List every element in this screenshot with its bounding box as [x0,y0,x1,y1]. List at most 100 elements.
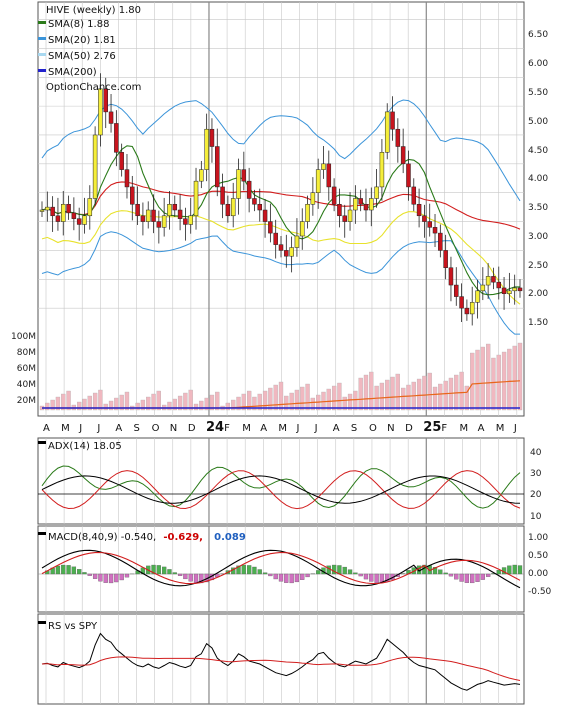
indicator-lines [41,99,521,335]
macd-histogram-bar [289,573,294,584]
candle-body [82,215,87,225]
macd-histogram-bar [517,565,523,575]
x-tick-label: J [96,423,100,434]
volume-bar [416,378,422,411]
macd-histogram-bar [252,566,257,575]
volume-bar [172,398,177,411]
macd-histogram-bar [496,570,501,575]
candle-body [45,206,50,211]
macd-histogram-bar [358,573,363,577]
macd-histogram-bar [92,573,98,579]
volume-bar [284,395,289,411]
macd-histogram-bar [374,573,379,583]
x-tick-label: J [314,423,318,434]
macd-histogram-bar [124,573,130,578]
macd-histogram-bar [151,564,156,575]
macd-histogram-bar [316,570,321,575]
volume-bar [470,352,475,411]
macd-panel [37,525,525,613]
candle-body [512,287,517,292]
candle-body [491,276,496,283]
adx-swatch [38,441,46,444]
candle-body [305,203,310,222]
candle-body [236,169,241,199]
x-tick-label: F [224,423,230,434]
volume-bar [257,393,262,411]
volume-bar [204,397,209,411]
volume-bar [45,402,50,411]
volume-bar [215,391,220,411]
candle-body [92,134,98,199]
candle-body [98,88,103,136]
legend-swatch-sma50 [38,53,46,56]
price-panel [37,1,525,417]
macd-histogram-bar [353,572,358,575]
macd-histogram-bar [55,565,61,575]
y-tick: 2.50 [528,261,548,271]
macd-histogram-bar [162,566,167,575]
candle-body [299,221,305,237]
candle-body [183,218,188,225]
macd-histogram-bar [183,573,188,580]
volume-bar [124,391,130,411]
volume-tick: 80M [17,348,36,358]
candle-body [193,180,199,217]
candle-body [140,215,146,222]
candle-body [390,111,395,130]
macd-histogram-bar [108,573,114,584]
adx-line [41,475,521,504]
candle-body [167,203,172,217]
volume-bar [119,394,124,411]
volume-bar [401,387,406,411]
macd-histogram-bar [443,572,448,575]
candle-body [400,146,406,165]
candle-body [496,281,502,289]
x-tick-label: D [188,423,196,434]
macd-axis: 1.00 0.50 0.00 -0.50 [528,533,552,597]
macd-histogram-bar [432,566,438,575]
minus-di-line [41,470,521,510]
macd-histogram-bar [119,573,124,581]
y-tick: 5.00 [528,117,548,127]
macd-histogram-bar [470,573,475,584]
x-tick-label: A [333,423,340,434]
candle-body [108,111,114,124]
volume-bar [305,383,310,411]
macd-histogram-bar [278,573,284,582]
volume-y-axis: 100M 80M 60M 40M 20M [11,332,36,406]
volume-bar [342,396,347,411]
candle-body [209,128,215,147]
macd-tick: 1.00 [528,533,548,543]
volume-bar [507,348,512,411]
x-tick-label: O [152,423,160,434]
volume-bar [92,392,98,411]
x-tick-label: J [78,423,82,434]
legend-swatch-sma8 [38,21,46,24]
candle-body [485,276,491,286]
candle-body [480,284,486,292]
candle-body [177,209,183,219]
volume-bar [231,399,236,411]
macd-line [41,549,521,589]
volume-tick: 100M [11,332,36,342]
candle-body [379,152,385,188]
rs-panel [37,613,525,705]
x-tick-label: F [441,423,447,434]
rs-swatch [38,621,46,624]
volume-bar [300,386,305,411]
price-candles [39,73,523,326]
candle-body [230,198,236,217]
macd-histogram-bar [454,573,459,580]
candle-body [310,192,316,205]
x-tick-label: M [460,423,469,434]
macd-histogram-bar [363,573,369,580]
y-tick: 2.00 [528,289,548,299]
volume-bar [236,396,241,411]
volume-bar [103,403,108,411]
candle-body [395,128,401,147]
y-tick: 4.00 [528,174,548,184]
candle-body [416,203,422,217]
x-tick-label: N [170,423,177,434]
candle-body [76,218,82,225]
candle-body [469,302,475,315]
